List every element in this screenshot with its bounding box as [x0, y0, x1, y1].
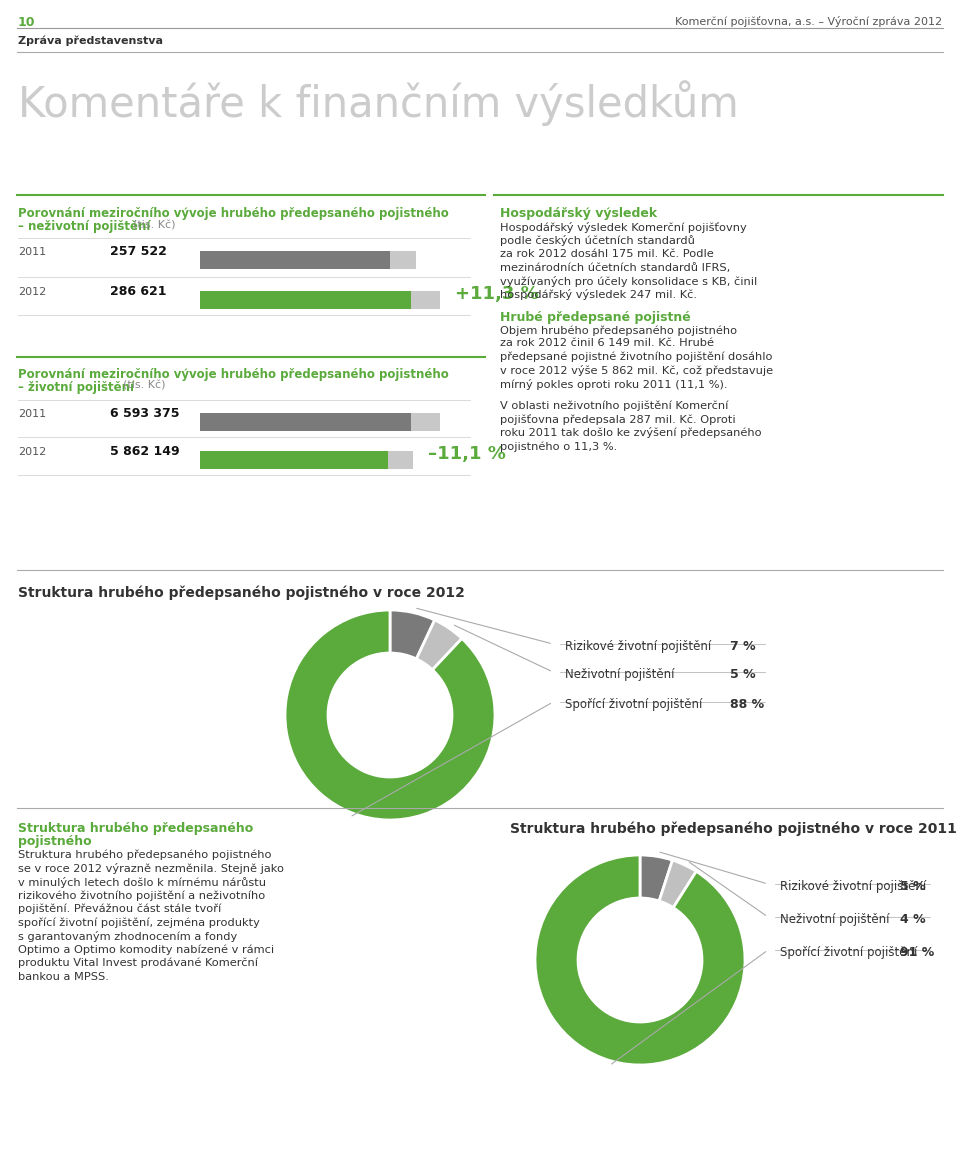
Wedge shape — [640, 855, 672, 901]
Text: Struktura hrubého předepsaného: Struktura hrubého předepsaného — [18, 823, 253, 835]
Text: v roce 2012 výše 5 862 mil. Kč, což představuje: v roce 2012 výše 5 862 mil. Kč, což před… — [500, 365, 773, 377]
Text: Rizikové životní pojištění: Rizikové životní pojištění — [565, 641, 711, 653]
Text: – životní pojištění: – životní pojištění — [18, 381, 134, 394]
Text: za rok 2012 dosáhl 175 mil. Kč. Podle: za rok 2012 dosáhl 175 mil. Kč. Podle — [500, 249, 713, 259]
Text: se v roce 2012 výrazně nezměnila. Stejně jako: se v roce 2012 výrazně nezměnila. Stejně… — [18, 864, 284, 874]
Text: Hrubé předepsané pojistné: Hrubé předepsané pojistné — [500, 311, 691, 324]
Text: Hospodářský výsledek Komerční pojišťovny: Hospodářský výsledek Komerční pojišťovny — [500, 222, 747, 233]
Text: Neživotní pojištění: Neživotní pojištění — [780, 914, 890, 926]
Wedge shape — [535, 855, 745, 1064]
Text: 286 621: 286 621 — [110, 285, 166, 298]
Text: za rok 2012 činil 6 149 mil. Kč. Hrubé: za rok 2012 činil 6 149 mil. Kč. Hrubé — [500, 339, 714, 349]
Text: (tis. Kč): (tis. Kč) — [123, 381, 165, 391]
Text: 257 522: 257 522 — [110, 245, 167, 258]
Wedge shape — [417, 620, 462, 669]
Text: spořící životní pojištění, zejména produkty: spořící životní pojištění, zejména produ… — [18, 917, 260, 929]
Text: Zpráva představenstva: Zpráva představenstva — [18, 36, 163, 46]
Text: hospodářský výsledek 247 mil. Kč.: hospodářský výsledek 247 mil. Kč. — [500, 289, 697, 301]
Bar — [200, 450, 388, 469]
Text: Struktura hrubého předepsaného pojistného v roce 2012: Struktura hrubého předepsaného pojistnéh… — [18, 586, 465, 600]
Text: pojišťovna předepsala 287 mil. Kč. Oproti: pojišťovna předepsala 287 mil. Kč. Oprot… — [500, 414, 735, 425]
Text: podle českých účetních standardů: podle českých účetních standardů — [500, 235, 695, 247]
Text: v minulých letech došlo k mírnému nárůstu: v minulých letech došlo k mírnému nárůst… — [18, 877, 266, 888]
Text: pojištění. Převážnou část stále tvoří: pojištění. Převážnou část stále tvoří — [18, 904, 221, 915]
Text: 6 593 375: 6 593 375 — [110, 407, 180, 420]
Text: Komerční pojišťovna, a.s. – Výroční zpráva 2012: Komerční pojišťovna, a.s. – Výroční zprá… — [675, 16, 942, 26]
Text: produktu Vital Invest prodávané Komerční: produktu Vital Invest prodávané Komerční — [18, 958, 258, 969]
Text: 2011: 2011 — [18, 247, 46, 257]
Wedge shape — [390, 611, 435, 659]
Text: +11,3 %: +11,3 % — [455, 285, 539, 303]
Text: V oblasti neživotního pojištění Komerční: V oblasti neživotního pojištění Komerční — [500, 401, 729, 411]
Text: využívaných pro účely konsolidace s KB, činil: využívaných pro účely konsolidace s KB, … — [500, 276, 757, 287]
Text: 10: 10 — [18, 16, 36, 29]
Text: pojistného o 11,3 %.: pojistného o 11,3 %. — [500, 441, 617, 452]
Text: 5 %: 5 % — [730, 668, 756, 681]
Bar — [200, 291, 411, 309]
Text: 2012: 2012 — [18, 287, 46, 297]
Bar — [200, 414, 411, 431]
Text: Komentáře k finančním výsledkům: Komentáře k finančním výsledkům — [18, 79, 739, 126]
Text: – neživotní pojištění: – neživotní pojištění — [18, 220, 151, 233]
Text: Rizikové životní pojištění: Rizikové životní pojištění — [780, 880, 926, 893]
Text: 88 %: 88 % — [730, 698, 764, 711]
Bar — [411, 414, 440, 431]
Text: s garantovaným zhodnocením a fondy: s garantovaným zhodnocením a fondy — [18, 931, 237, 942]
Text: mezinárodních účetních standardů IFRS,: mezinárodních účetních standardů IFRS, — [500, 263, 731, 273]
Bar — [411, 291, 440, 309]
Wedge shape — [285, 611, 495, 820]
Text: Struktura hrubého předepsaného pojistného: Struktura hrubého předepsaného pojistnéh… — [18, 850, 272, 861]
Text: Objem hrubého předepsaného pojistného: Objem hrubého předepsaného pojistného — [500, 325, 737, 335]
Text: mírný pokles oproti roku 2011 (11,1 %).: mírný pokles oproti roku 2011 (11,1 %). — [500, 379, 728, 391]
Text: Hospodářský výsledek: Hospodářský výsledek — [500, 207, 658, 220]
Text: Neživotní pojištění: Neživotní pojištění — [565, 668, 675, 681]
Text: 4 %: 4 % — [900, 914, 925, 926]
Text: 2011: 2011 — [18, 409, 46, 419]
Text: předepsané pojistné životního pojištění dosáhlo: předepsané pojistné životního pojištění … — [500, 353, 773, 363]
Text: 2012: 2012 — [18, 447, 46, 457]
Text: Spořící životní pojištění: Spořící životní pojištění — [565, 698, 703, 711]
Text: 91 %: 91 % — [900, 946, 934, 958]
Text: Spořící životní pojištění: Spořící životní pojištění — [780, 946, 918, 958]
Text: rizikového životního pojištění a neživotního: rizikového životního pojištění a neživot… — [18, 890, 265, 901]
Bar — [390, 251, 416, 270]
Text: bankou a MPSS.: bankou a MPSS. — [18, 971, 108, 982]
Text: 7 %: 7 % — [730, 641, 756, 653]
Text: 5 862 149: 5 862 149 — [110, 445, 180, 458]
Text: 5 %: 5 % — [900, 880, 925, 893]
Circle shape — [330, 655, 450, 775]
Text: (tis. Kč): (tis. Kč) — [133, 220, 176, 230]
Circle shape — [580, 900, 700, 1020]
Text: Porovnání meziročního vývoje hrubého předepsaného pojistného: Porovnání meziročního vývoje hrubého pře… — [18, 367, 448, 381]
Text: –11,1 %: –11,1 % — [428, 445, 506, 463]
Bar — [388, 450, 414, 469]
Wedge shape — [660, 861, 696, 908]
Text: roku 2011 tak došlo ke zvýšení předepsaného: roku 2011 tak došlo ke zvýšení předepsan… — [500, 427, 761, 439]
Text: pojistného: pojistného — [18, 835, 91, 848]
Bar — [200, 251, 390, 270]
Text: Porovnání meziročního vývoje hrubého předepsaného pojistného: Porovnání meziročního vývoje hrubého pře… — [18, 207, 448, 220]
Text: Optimo a Optimo komodity nabízené v rámci: Optimo a Optimo komodity nabízené v rámc… — [18, 945, 275, 955]
Text: Struktura hrubého předepsaného pojistného v roce 2011: Struktura hrubého předepsaného pojistnéh… — [510, 823, 957, 836]
